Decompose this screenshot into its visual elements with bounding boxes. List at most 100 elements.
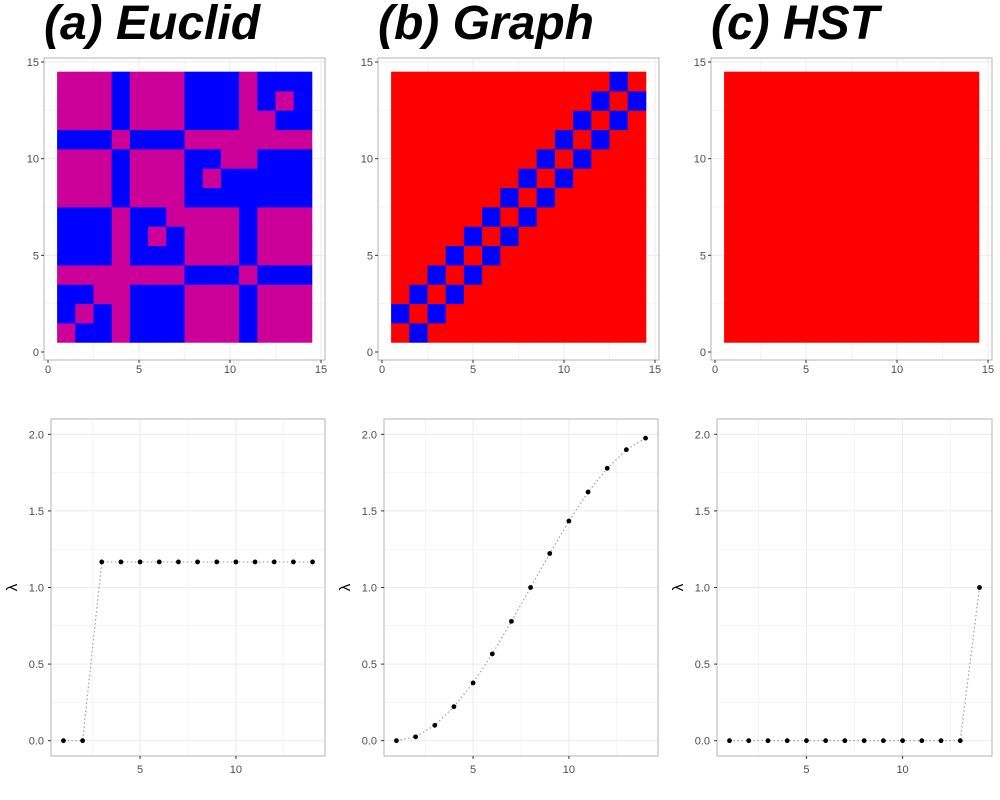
- heat-tile: [591, 323, 610, 343]
- heat-tile: [239, 207, 258, 227]
- heat-tile: [869, 91, 889, 111]
- y-axis-label: λ: [670, 583, 687, 591]
- heat-tile: [409, 187, 428, 208]
- heat-tile: [536, 91, 556, 111]
- heat-tile: [93, 226, 113, 247]
- heat-tile: [815, 168, 834, 189]
- heat-tile: [148, 71, 167, 92]
- heat-tile: [129, 91, 149, 111]
- heat-tile: [445, 245, 465, 266]
- heat-tile: [239, 226, 258, 247]
- heat-tile: [57, 303, 76, 324]
- heat-tile: [591, 129, 610, 150]
- heat-tile: [500, 303, 519, 324]
- heat-tile: [75, 245, 94, 266]
- heat-tile: [627, 323, 647, 343]
- heat-tile: [257, 168, 276, 189]
- heat-tile: [166, 129, 185, 150]
- heat-tile: [409, 226, 428, 247]
- x-tick-label: 5: [470, 764, 476, 776]
- heat-tile: [482, 168, 501, 189]
- heat-tile: [220, 91, 240, 111]
- eigenvalue-point: [804, 738, 809, 744]
- heat-tile: [202, 149, 222, 169]
- heat-tile: [627, 303, 647, 324]
- eigenvalue-point: [195, 559, 200, 565]
- heat-tile: [463, 129, 483, 150]
- heat-tile: [554, 226, 574, 247]
- heat-tile: [409, 168, 428, 189]
- heat-tile: [833, 71, 852, 92]
- heat-tile: [887, 91, 907, 111]
- heat-tile: [500, 129, 519, 150]
- heat-tile: [391, 110, 410, 131]
- eigenvalue-point: [489, 651, 495, 657]
- heat-tile: [202, 71, 222, 92]
- heat-tile: [93, 303, 113, 324]
- heat-tile: [57, 129, 76, 150]
- heat-tile: [942, 187, 962, 208]
- heat-tile: [833, 265, 852, 285]
- heat-tile: [627, 187, 647, 208]
- heat-tile: [778, 168, 798, 189]
- heat-tile: [500, 168, 519, 189]
- heat-tile: [445, 71, 465, 92]
- y-tick-label: 5: [33, 250, 39, 262]
- heat-tile: [239, 265, 258, 285]
- heat-tile: [427, 149, 447, 169]
- heat-tile: [239, 168, 258, 189]
- heat-tile: [500, 91, 519, 111]
- y-tick-label: 5: [367, 250, 373, 262]
- x-tick-label: 10: [224, 364, 236, 376]
- heat-tile: [129, 71, 149, 92]
- heat-tile: [57, 110, 76, 131]
- eigenvalue-point: [176, 559, 181, 565]
- heat-tile: [591, 91, 610, 111]
- heat-tile: [906, 207, 925, 227]
- heat-tile: [111, 323, 131, 343]
- heat-tile: [257, 91, 276, 111]
- heat-tile: [573, 71, 592, 92]
- heat-tile: [111, 168, 131, 189]
- eigenvalue-point: [566, 518, 572, 524]
- heat-tile: [960, 323, 980, 343]
- heat-tile: [924, 323, 943, 343]
- heat-tile: [293, 168, 313, 189]
- heat-tile: [609, 284, 629, 305]
- heat-tile: [166, 187, 185, 208]
- heat-tile: [573, 303, 592, 324]
- heat-tile: [609, 265, 629, 285]
- heat-tile: [851, 303, 871, 324]
- heat-tile: [887, 265, 907, 285]
- heat-tile: [445, 187, 465, 208]
- heat-tile: [851, 110, 871, 131]
- heat-tile: [166, 284, 185, 305]
- heat-tile: [869, 168, 889, 189]
- heat-tile: [57, 265, 76, 285]
- heat-tile: [57, 187, 76, 208]
- heat-tile: [591, 245, 610, 266]
- heat-tile: [554, 245, 574, 266]
- heat-tile: [796, 245, 816, 266]
- y-tick-label: 0.0: [695, 736, 710, 748]
- heat-tile: [427, 323, 447, 343]
- heat-tile: [111, 284, 131, 305]
- y-tick-label: 0.0: [29, 736, 44, 748]
- heat-tile: [591, 110, 610, 131]
- heat-tile: [742, 168, 761, 189]
- heat-tile: [293, 71, 313, 92]
- heat-tile: [591, 71, 610, 92]
- heat-tile: [536, 71, 556, 92]
- heat-tile: [257, 110, 276, 131]
- heat-tile: [609, 187, 629, 208]
- heat-tile: [220, 323, 240, 343]
- heat-tile: [75, 129, 94, 150]
- heat-tile: [166, 245, 185, 266]
- heat-tile: [924, 187, 943, 208]
- heat-tile: [75, 265, 94, 285]
- heat-tile: [75, 207, 94, 227]
- heat-tile: [293, 110, 313, 131]
- heat-tile: [93, 149, 113, 169]
- heat-tile: [573, 110, 592, 131]
- heat-tile: [536, 168, 556, 189]
